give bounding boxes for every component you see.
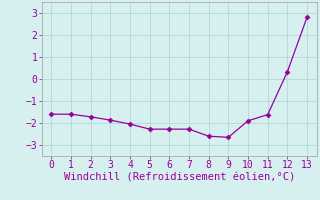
X-axis label: Windchill (Refroidissement éolien,°C): Windchill (Refroidissement éolien,°C) [64,173,295,183]
